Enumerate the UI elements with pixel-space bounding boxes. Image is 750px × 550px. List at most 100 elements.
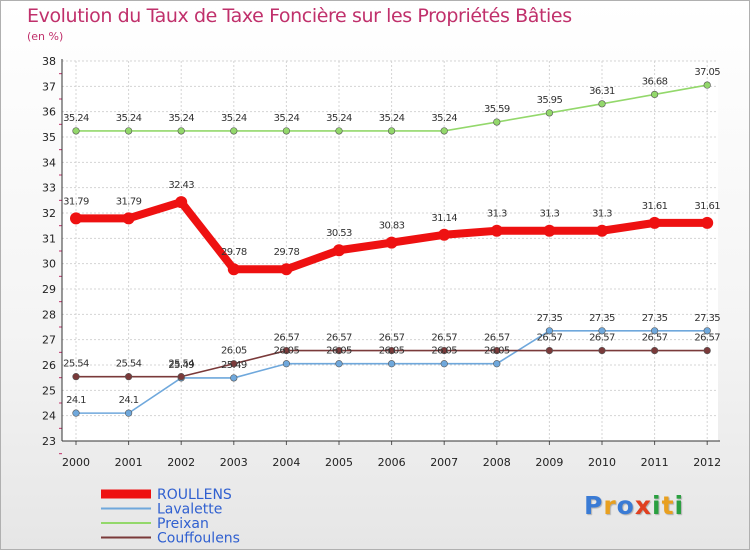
data-label-couffoulens: 26.05 [221,346,247,357]
x-tick-label: 2007 [430,456,458,469]
data-label-preixan: 35.24 [63,113,89,124]
data-label-couffoulens: 26.57 [274,333,300,344]
data-label-lavalette: 27.35 [537,313,563,324]
data-point-couffoulens [703,346,711,355]
data-label-roullens: 31.61 [694,201,720,212]
data-point-lavalette [650,327,659,335]
y-tick-label: 33 [42,182,56,195]
data-label-couffoulens: 26.57 [379,333,405,344]
data-label-preixan: 36.31 [589,86,615,97]
data-point-roullens [70,212,82,225]
data-label-roullens: 30.83 [379,221,405,232]
chart-subtitle: (en %) [27,30,64,43]
plot-area [62,61,718,441]
data-label-lavalette: 27.35 [589,313,615,324]
legend-label-couffoulens: Couffoulens [157,531,240,547]
data-label-lavalette: 26.05 [431,346,457,357]
x-tick-label: 2003 [220,456,248,469]
data-label-roullens: 30.53 [326,228,352,239]
data-point-preixan [177,127,185,135]
data-point-roullens [175,196,188,209]
data-label-roullens: 29.78 [274,247,300,258]
data-point-couffoulens [124,373,133,381]
data-point-couffoulens [335,346,343,355]
data-point-roullens [122,212,135,225]
data-label-roullens: 31.79 [116,196,142,207]
data-point-couffoulens [650,346,659,355]
data-label-preixan: 35.24 [274,113,300,124]
x-tick-label: 2005 [325,456,353,469]
y-tick-label: 23 [42,435,56,448]
chart-title: Evolution du Taux de Taxe Foncière sur l… [27,5,572,27]
y-tick-label: 25 [42,384,56,397]
data-label-preixan: 35.59 [484,104,510,115]
data-label-roullens: 31.14 [431,213,457,224]
data-label-preixan: 35.24 [221,113,247,124]
data-point-lavalette [598,327,606,335]
data-label-couffoulens: 26.57 [326,333,352,344]
x-tick-label: 2001 [115,456,143,469]
x-tick-label: 2006 [378,456,406,469]
data-point-lavalette [545,327,554,335]
data-point-roullens [543,224,556,237]
data-point-preixan [282,127,291,135]
y-tick-label: 29 [42,283,56,296]
legend-label-roullens: ROULLENS [157,487,232,503]
data-label-couffoulens: 26.57 [694,333,720,344]
x-tick-label: 2002 [167,456,195,469]
data-point-couffoulens [598,346,606,355]
data-point-preixan [598,100,606,108]
data-label-couffoulens: 26.57 [642,333,668,344]
data-point-lavalette [230,374,238,382]
data-label-lavalette: 25.49 [221,360,247,371]
x-tick-label: 2004 [272,456,300,469]
logo-letter: i [674,491,685,520]
data-label-couffoulens: 26.57 [589,333,615,344]
legend-label-preixan: Preixan [157,516,209,532]
data-label-roullens: 32.43 [168,180,194,191]
y-tick-label: 35 [42,131,56,144]
logo-letter: x [634,491,652,520]
data-label-roullens: 31.79 [63,196,89,207]
data-point-preixan [124,127,133,135]
data-label-couffoulens: 26.57 [484,333,510,344]
data-point-preixan [335,127,343,135]
y-tick-label: 38 [42,55,56,68]
data-point-couffoulens [545,346,554,355]
data-label-couffoulens: 26.57 [537,333,563,344]
x-tick-label: 2010 [588,456,616,469]
data-point-lavalette [493,360,501,368]
proxiti-logo: Proxiti [584,491,684,520]
logo-letter: r [603,491,617,520]
data-label-preixan: 35.24 [116,113,142,124]
data-label-lavalette: 26.05 [274,346,300,357]
data-point-couffoulens [282,346,291,355]
data-point-preixan [650,90,659,99]
x-tick-label: 2009 [535,456,563,469]
data-point-couffoulens [493,346,501,355]
data-label-preixan: 35.24 [168,113,194,124]
data-point-roullens [385,236,398,249]
y-tick-label: 24 [42,410,56,423]
data-label-lavalette: 24.1 [119,395,139,406]
data-label-preixan: 36.68 [642,76,668,87]
y-tick-label: 27 [42,334,56,347]
data-label-preixan: 37.05 [694,67,720,78]
data-point-lavalette [703,327,711,335]
logo-letter: i [652,491,662,520]
logo-letter: t [661,491,675,520]
data-point-roullens [648,216,661,229]
y-tick-label: 31 [42,232,56,245]
data-point-lavalette [440,360,448,368]
data-point-couffoulens [72,373,80,381]
data-point-roullens [438,228,451,241]
data-point-preixan [388,127,396,135]
data-label-preixan: 35.24 [326,113,352,124]
data-point-preixan [545,109,554,117]
y-tick-label: 34 [42,156,56,169]
data-point-couffoulens [177,373,185,381]
data-label-roullens: 31.3 [592,209,612,220]
data-point-lavalette [388,360,396,368]
